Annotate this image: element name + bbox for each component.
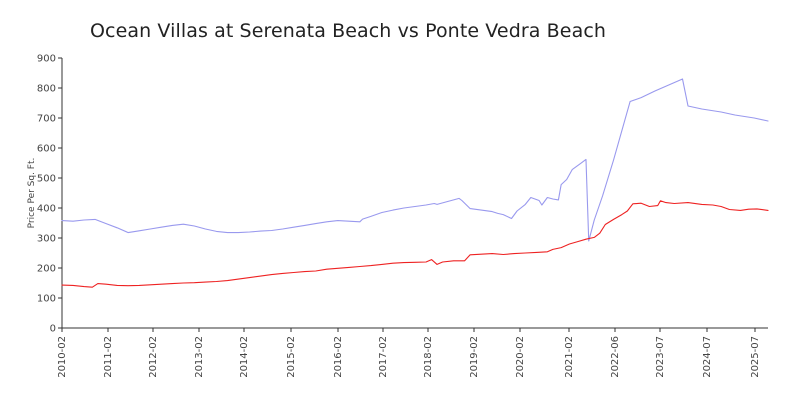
y-tick-label: 400 [37, 204, 56, 215]
x-tick-label: 2023-07 [655, 336, 666, 378]
x-tick-label: 2013-02 [194, 336, 205, 378]
series-line-1 [61, 78, 769, 242]
series-line-2 [61, 200, 769, 288]
chart-title: Ocean Villas at Serenata Beach vs Ponte … [90, 20, 607, 42]
x-tick-label: 2024-07 [702, 336, 713, 378]
y-tick-label: 500 [37, 174, 56, 185]
x-tick-label: 2022-06 [610, 336, 621, 378]
x-tick-label: 2015-02 [286, 336, 297, 378]
x-tick-label: 2017-02 [378, 336, 389, 378]
y-tick-label: 700 [37, 114, 56, 125]
y-tick-label: 200 [37, 264, 56, 275]
y-tick-label: 100 [37, 294, 56, 305]
y-tick-label: 900 [37, 54, 56, 65]
x-tick-label: 2020-02 [515, 336, 526, 378]
x-tick-label: 2021-02 [564, 336, 575, 378]
y-tick-label: 600 [37, 144, 56, 155]
x-tick-label: 2018-02 [423, 336, 434, 378]
x-tick-label: 2025-07 [750, 336, 761, 378]
y-tick-label: 300 [37, 234, 56, 245]
x-tick-label: 2010-02 [57, 336, 68, 378]
y-tick-label: 0 [50, 324, 56, 335]
x-tick-label: 2016-02 [333, 336, 344, 378]
x-tick-label: 2019-02 [469, 336, 480, 378]
x-tick-label: 2012-02 [148, 336, 159, 378]
y-tick-label: 800 [37, 84, 56, 95]
y-axis-label: Price Per Sq. Ft. [27, 158, 37, 229]
x-tick-label: 2011-02 [103, 336, 114, 378]
x-tick-label: 2014-02 [239, 336, 250, 378]
